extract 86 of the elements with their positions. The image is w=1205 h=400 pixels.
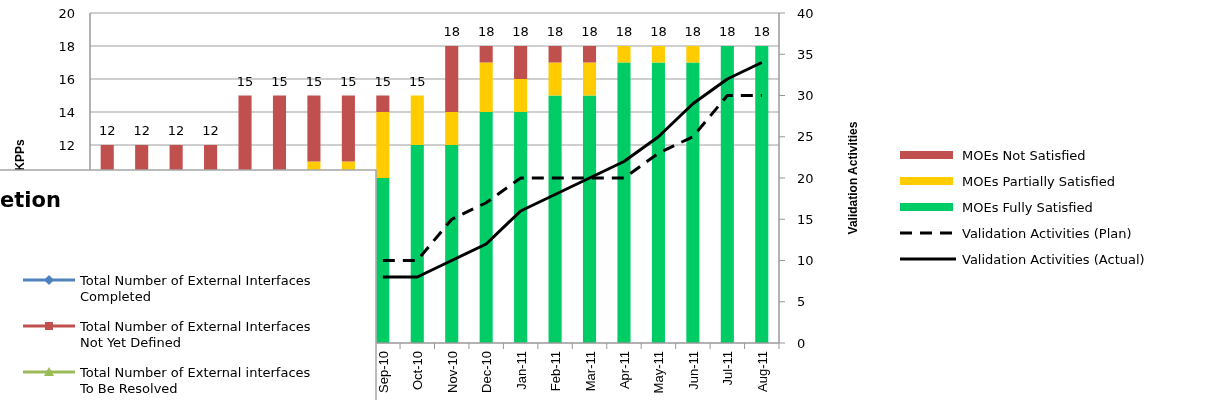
x-tick-label: May-11 xyxy=(651,351,667,394)
y2-tick-label: 10 xyxy=(797,253,814,269)
bar xyxy=(582,62,597,96)
y2-tick-label: 0 xyxy=(797,335,806,351)
bar xyxy=(686,62,700,343)
x-tick-label: Sep-10 xyxy=(375,351,391,393)
legend-label: MOEs Partially Satisfied xyxy=(962,173,1115,189)
total-label: 12 xyxy=(98,123,116,138)
y2-tick-label: 35 xyxy=(797,46,814,62)
legend-label: Validation Activities (Actual) xyxy=(962,251,1145,267)
total-label: 12 xyxy=(133,123,150,138)
total-label: 18 xyxy=(615,24,633,39)
y2-axis-title: Validation Activities xyxy=(846,121,860,235)
x-tick-label: Nov-10 xyxy=(444,351,460,393)
bar xyxy=(445,46,459,112)
x-tick-label: Oct-10 xyxy=(410,351,426,391)
bar xyxy=(720,46,734,343)
bar xyxy=(341,95,355,162)
legend-label: MOEs Not Satisfied xyxy=(962,147,1086,163)
x-tick-label: Dec-10 xyxy=(479,351,495,393)
total-label: 18 xyxy=(719,24,736,39)
x-tick-label: Jul-11 xyxy=(720,351,736,386)
bar xyxy=(617,46,631,63)
bar xyxy=(582,95,597,343)
y-tick-label: 20 xyxy=(58,5,75,21)
bar xyxy=(548,95,562,343)
x-tick-label: Jan-11 xyxy=(513,351,529,390)
bar xyxy=(445,145,459,343)
y2-tick-label: 5 xyxy=(797,294,806,310)
annotation: Total Number of External Interfaces Not Yet Defined xyxy=(79,318,311,351)
bar xyxy=(479,62,493,112)
total-label: 18 xyxy=(512,24,529,39)
total-label: 18 xyxy=(546,24,564,39)
bar xyxy=(617,62,631,343)
bar xyxy=(582,46,597,63)
bar xyxy=(651,46,665,63)
bar xyxy=(479,46,493,63)
total-label: 12 xyxy=(202,123,219,138)
y-tick-label: 12 xyxy=(58,137,75,153)
total-label: 18 xyxy=(650,24,667,39)
x-tick-label: Jun-11 xyxy=(685,351,701,390)
y2-tick-label: 15 xyxy=(797,211,814,227)
bar xyxy=(686,46,700,63)
total-label: 18 xyxy=(684,24,702,39)
x-tick-label: Apr-11 xyxy=(616,351,632,390)
y2-tick-label: 20 xyxy=(797,170,814,186)
bar xyxy=(376,95,390,112)
total-label: 15 xyxy=(271,73,288,89)
bar xyxy=(548,46,562,63)
bar xyxy=(514,79,528,112)
annotation: Total Number of External Interfaces Completed xyxy=(79,272,311,305)
total-label: 18 xyxy=(477,24,495,39)
y2-tick-label: 30 xyxy=(797,88,814,104)
bar xyxy=(651,62,665,343)
x-tick-label: Mar-11 xyxy=(582,351,598,392)
text: etion xyxy=(0,188,61,212)
bar xyxy=(548,62,562,96)
total-label: 15 xyxy=(236,73,254,89)
y-tick-label: 18 xyxy=(58,38,75,54)
total-label: 18 xyxy=(443,24,460,39)
bar xyxy=(479,112,493,343)
bar xyxy=(410,95,424,145)
y-axis-title: KPPs xyxy=(13,139,27,171)
x-tick-label: Aug-11 xyxy=(754,351,770,392)
total-label: 15 xyxy=(409,73,426,89)
y-tick-label: 14 xyxy=(58,104,75,120)
bar xyxy=(514,46,528,79)
bar xyxy=(376,112,390,178)
total-label: 15 xyxy=(340,73,357,89)
legend-label: Validation Activities (Plan) xyxy=(962,225,1132,241)
bar xyxy=(755,46,769,343)
x-tick-label: Feb-11 xyxy=(548,351,564,392)
bar xyxy=(307,95,321,162)
y-tick-label: 16 xyxy=(58,71,75,87)
bar xyxy=(514,112,528,343)
y2-tick-label: 40 xyxy=(797,5,814,21)
total-label: 15 xyxy=(374,73,392,89)
total-label: 12 xyxy=(167,123,185,138)
text: Total Number of External interfaces To Be Resolved xyxy=(79,364,311,397)
bar xyxy=(445,112,459,145)
y2-tick-label: 25 xyxy=(797,129,814,145)
bar xyxy=(410,145,424,343)
total-label: 15 xyxy=(305,73,323,89)
legend-label: MOEs Fully Satisfied xyxy=(962,199,1093,215)
total-label: 18 xyxy=(753,24,771,39)
total-label: 18 xyxy=(581,24,598,39)
